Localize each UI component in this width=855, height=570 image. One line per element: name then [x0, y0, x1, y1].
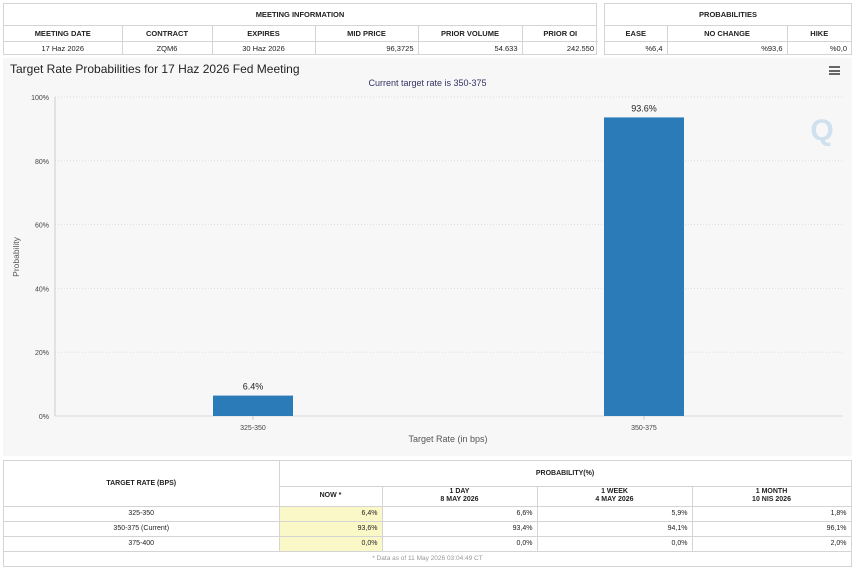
week-cell: 5,9%	[537, 506, 693, 522]
chart-subtitle: Current target rate is 350-375	[368, 78, 487, 88]
one-day-column-header: 1 DAY 8 MAY 2026	[382, 486, 538, 507]
y-tick-label: 100%	[31, 95, 49, 102]
no-change-value: %93,6	[667, 41, 788, 55]
ease-header: EASE	[605, 26, 668, 42]
rate-cell: 350-375 (Current)	[4, 521, 280, 537]
expires-value: 30 Haz 2026	[212, 41, 316, 55]
contract-value: ZQM6	[122, 41, 213, 55]
y-tick-label: 80%	[35, 159, 49, 166]
rate-cell: 325-350	[4, 506, 280, 522]
chart-panel: Q 0% 20% 40% 60% 80% 100% 6.4% 325-350 93.6% 350-3…	[3, 58, 852, 456]
day-cell: 6,6%	[382, 506, 538, 522]
meeting-information-title: MEETING INFORMATION	[4, 4, 596, 26]
probabilities-table: EASE NO CHANGE HIKE %6,4 %93,6 %0,0	[605, 26, 851, 55]
x-tick-label: 325-350	[240, 425, 266, 432]
probabilities-title: PROBABILITIES	[605, 4, 851, 26]
table-row: 350-375 (Current) 93,6% 93,4% 94,1% 96,1…	[4, 521, 852, 537]
data-label: 6.4%	[243, 382, 264, 392]
month-cell: 2,0%	[692, 536, 852, 552]
ease-value: %6,4	[605, 41, 668, 55]
probability-header: PROBABILITY(%)	[279, 461, 852, 487]
y-axis-title: Probability	[11, 236, 21, 276]
y-tick-label: 0%	[39, 414, 49, 421]
meeting-information-panel: MEETING INFORMATION MEETING DATE CONTRAC…	[3, 3, 598, 55]
target-rate-header: TARGET RATE (BPS)	[4, 461, 280, 507]
hike-value: %0,0	[829, 43, 847, 53]
now-cell: 93,6%	[279, 521, 383, 537]
month-cell: 96,1%	[692, 521, 852, 537]
y-tick-label: 60%	[35, 223, 49, 230]
data-timestamp-footnote: * Data as of 11 May 2026 03:04:49 CT	[372, 554, 483, 562]
x-tick-label: 350-375	[631, 425, 657, 432]
x-axis-title: Target Rate (in bps)	[408, 434, 487, 444]
expires-header: EXPIRES	[212, 26, 316, 42]
meeting-information-table: MEETING DATE CONTRACT EXPIRES MID PRICE …	[4, 26, 598, 55]
prior-volume-header: PRIOR VOLUME	[418, 26, 523, 42]
prior-oi-value: 242.550	[566, 43, 594, 53]
contract-header: CONTRACT	[122, 26, 213, 42]
now-cell: 0,0%	[279, 536, 383, 552]
one-week-column-header: 1 WEEK 4 MAY 2026	[537, 486, 693, 507]
mid-price-value: 96,3725	[315, 41, 419, 55]
hike-header: HIKE	[787, 26, 851, 42]
watermark-logo-icon: Q	[810, 114, 833, 147]
probability-history-panel: TARGET RATE (BPS) PROBABILITY(%) NOW * 1…	[3, 460, 852, 567]
bar-325-350	[213, 395, 293, 416]
day-cell: 93,4%	[382, 521, 538, 537]
mid-price-header: MID PRICE	[315, 26, 419, 42]
probabilities-panel: PROBABILITIES EASE NO CHANGE HIKE %6,4 %…	[604, 3, 852, 55]
prior-oi-header: PRIOR OI	[522, 26, 598, 42]
prior-volume-value: 54.633	[418, 41, 523, 55]
now-column-header: NOW *	[279, 486, 383, 507]
y-tick-label: 20%	[35, 350, 49, 357]
one-month-column-header: 1 MONTH 10 NIS 2026	[692, 486, 852, 507]
table-row: 325-350 6,4% 6,6% 5,9% 1,8%	[4, 506, 852, 522]
week-cell: 94,1%	[537, 521, 693, 537]
now-cell: 6,4%	[279, 506, 383, 522]
hamburger-menu-icon[interactable]	[829, 66, 840, 75]
no-change-header: NO CHANGE	[667, 26, 788, 42]
data-label: 93.6%	[631, 103, 657, 113]
target-rate-chart: Q 0% 20% 40% 60% 80% 100% 6.4% 325-350 93.6% 350-3…	[11, 95, 843, 444]
y-tick-label: 40%	[35, 286, 49, 293]
day-cell: 0,0%	[382, 536, 538, 552]
chart-title: Target Rate Probabilities for 17 Haz 202…	[10, 62, 300, 76]
rate-cell: 375-400	[4, 536, 280, 552]
meeting-date-value: 17 Haz 2026	[4, 41, 123, 55]
week-cell: 0,0%	[537, 536, 693, 552]
table-row: 375-400 0,0% 0,0% 0,0% 2,0%	[4, 536, 852, 552]
meeting-date-header: MEETING DATE	[4, 26, 123, 42]
bar-350-375	[604, 117, 684, 416]
month-cell: 1,8%	[692, 506, 852, 522]
probability-history-table: TARGET RATE (BPS) PROBABILITY(%) NOW * 1…	[4, 461, 852, 552]
